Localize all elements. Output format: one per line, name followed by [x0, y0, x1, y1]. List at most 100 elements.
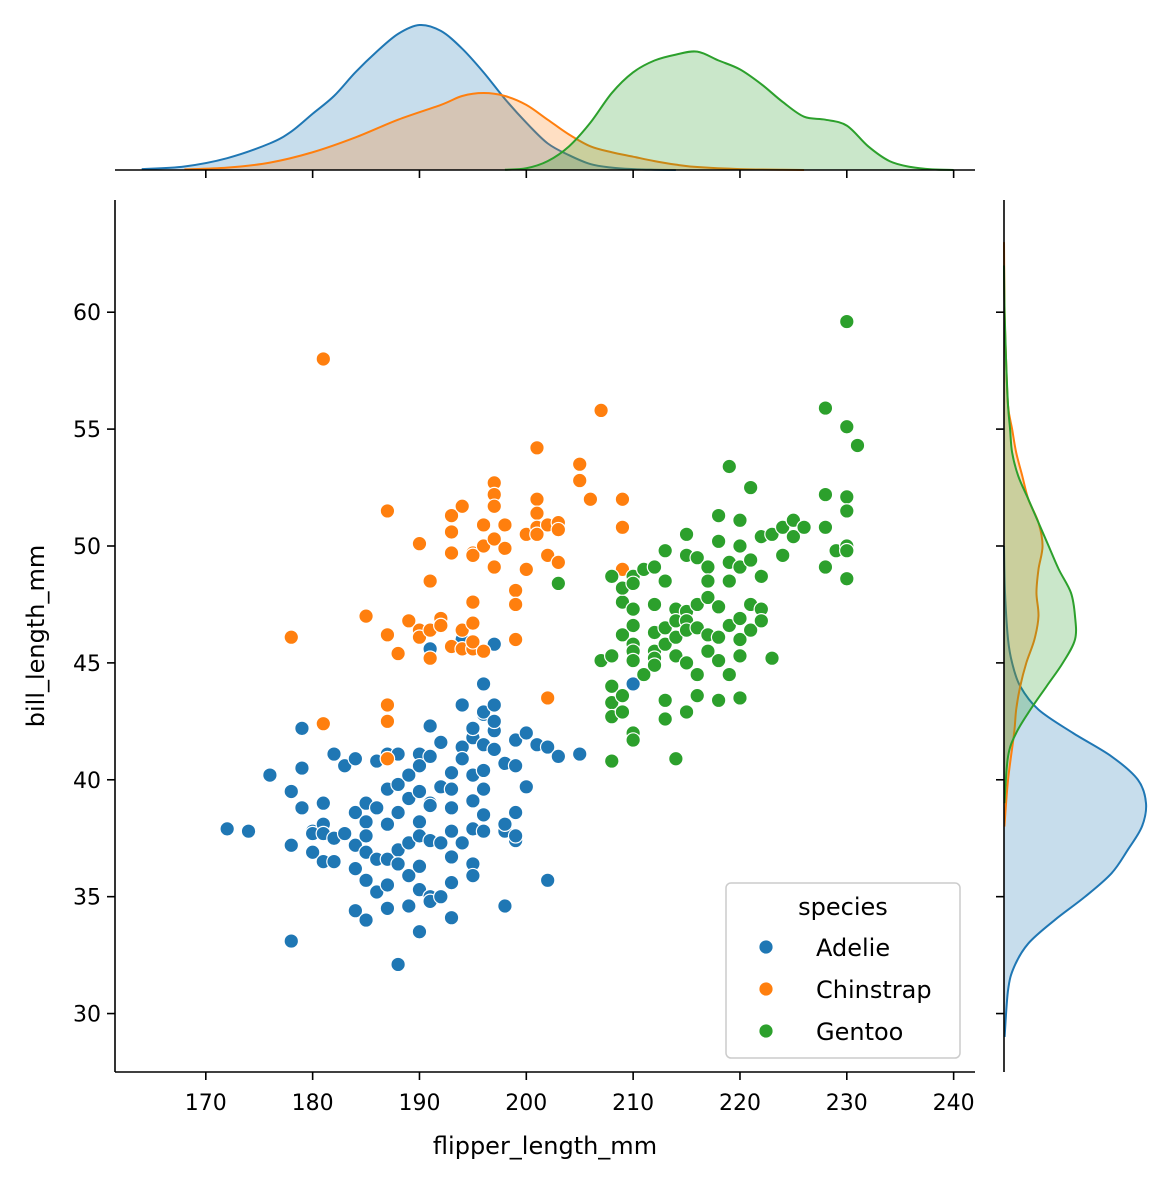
data-point-adelie: [465, 793, 481, 809]
data-point-adelie: [422, 718, 438, 734]
data-point-gentoo: [678, 526, 695, 543]
data-point-chinstrap: [529, 491, 545, 508]
x-tick-label: 190: [398, 1091, 440, 1116]
data-point-chinstrap: [614, 491, 631, 508]
data-point-adelie: [411, 858, 428, 875]
data-point-chinstrap: [443, 507, 460, 524]
data-point-chinstrap: [529, 526, 545, 543]
data-point-adelie: [443, 874, 460, 891]
data-point-gentoo: [839, 503, 855, 519]
data-point-adelie: [400, 790, 417, 807]
data-point-gentoo: [657, 692, 673, 709]
data-point-chinstrap: [518, 561, 535, 578]
data-point-adelie: [497, 898, 513, 914]
data-point-adelie: [326, 853, 342, 870]
data-point-gentoo: [817, 519, 834, 536]
data-point-gentoo: [668, 648, 684, 664]
data-point-adelie: [475, 704, 492, 720]
data-point-chinstrap: [465, 615, 481, 631]
data-point-adelie: [486, 741, 503, 758]
data-point-adelie: [411, 814, 428, 830]
data-point-gentoo: [614, 687, 631, 704]
data-point-gentoo: [646, 559, 663, 575]
data-point-adelie: [475, 781, 492, 797]
data-point-gentoo: [625, 617, 641, 634]
data-point-gentoo: [839, 570, 855, 587]
data-point-gentoo: [839, 313, 855, 330]
data-point-gentoo: [710, 692, 727, 709]
data-point-chinstrap: [497, 517, 513, 533]
data-point-chinstrap: [497, 540, 513, 557]
legend-marker-chinstrap: [758, 981, 774, 997]
data-point-chinstrap: [550, 521, 567, 538]
data-point-chinstrap: [411, 629, 428, 645]
data-point-gentoo: [603, 753, 620, 769]
data-point-adelie: [443, 800, 460, 816]
data-point-gentoo: [710, 652, 727, 669]
data-point-adelie: [379, 900, 396, 917]
data-point-adelie: [358, 844, 374, 861]
data-point-gentoo: [657, 711, 673, 727]
data-point-chinstrap: [379, 750, 396, 767]
legend: species Adelie Chinstrap Gentoo: [725, 882, 961, 1059]
data-point-adelie: [400, 898, 417, 914]
x-tick-label: 180: [292, 1091, 334, 1116]
data-point-adelie: [400, 835, 417, 851]
data-point-adelie: [518, 778, 535, 795]
data-point-chinstrap: [422, 650, 438, 667]
data-point-adelie: [304, 844, 321, 861]
y-tick-label: 55: [73, 418, 101, 443]
data-point-adelie: [433, 734, 449, 751]
data-point-gentoo: [753, 568, 770, 585]
data-point-adelie: [400, 767, 417, 783]
data-point-adelie: [443, 849, 460, 865]
data-point-gentoo: [700, 589, 716, 606]
data-point-chinstrap: [433, 617, 449, 634]
x-tick-label: 230: [826, 1091, 868, 1116]
data-point-chinstrap: [379, 627, 396, 643]
data-point-chinstrap: [507, 631, 524, 648]
data-point-gentoo: [839, 418, 855, 435]
legend-label-chinstrap: Chinstrap: [816, 976, 932, 1004]
data-point-gentoo: [710, 507, 727, 524]
data-point-gentoo: [764, 650, 780, 667]
data-point-chinstrap: [486, 531, 503, 547]
data-point-gentoo: [678, 704, 695, 720]
data-point-adelie: [358, 828, 374, 844]
data-point-adelie: [390, 776, 406, 793]
data-point-chinstrap: [571, 472, 588, 489]
data-point-adelie: [347, 837, 364, 854]
main-scatter-axes: 170 180 190 200 210 220 230 240 30 35 40 45 50 55 60 fl…: [22, 200, 975, 1160]
data-point-adelie: [475, 807, 492, 823]
kde-x-fill-chinstrap: [184, 93, 805, 170]
data-point-adelie: [625, 676, 641, 692]
data-point-gentoo: [668, 629, 684, 645]
data-point-gentoo: [678, 655, 695, 671]
data-point-adelie: [454, 697, 471, 713]
data-point-adelie: [443, 909, 460, 926]
data-point-gentoo: [732, 631, 748, 648]
legend-label-adelie: Adelie: [816, 934, 890, 962]
data-point-adelie: [240, 823, 257, 840]
kde-x-fill-gentoo: [504, 51, 954, 170]
data-point-gentoo: [742, 622, 759, 638]
data-point-adelie: [347, 804, 364, 821]
data-point-adelie: [443, 823, 460, 840]
data-point-chinstrap: [422, 573, 438, 589]
data-point-adelie: [347, 750, 364, 767]
data-point-adelie: [443, 764, 460, 781]
data-point-gentoo: [657, 620, 673, 636]
data-point-gentoo: [732, 648, 748, 664]
data-point-adelie: [262, 767, 278, 783]
data-point-gentoo: [721, 458, 738, 475]
data-point-adelie: [315, 795, 332, 811]
top-marginal-kde: [115, 23, 975, 178]
data-point-adelie: [411, 757, 428, 774]
data-point-adelie: [486, 636, 503, 652]
data-point-chinstrap: [582, 491, 599, 508]
y-tick-label: 40: [73, 769, 101, 794]
data-point-gentoo: [732, 610, 748, 627]
data-point-adelie: [571, 746, 588, 762]
data-point-adelie: [368, 884, 385, 900]
data-point-chinstrap: [507, 582, 524, 599]
